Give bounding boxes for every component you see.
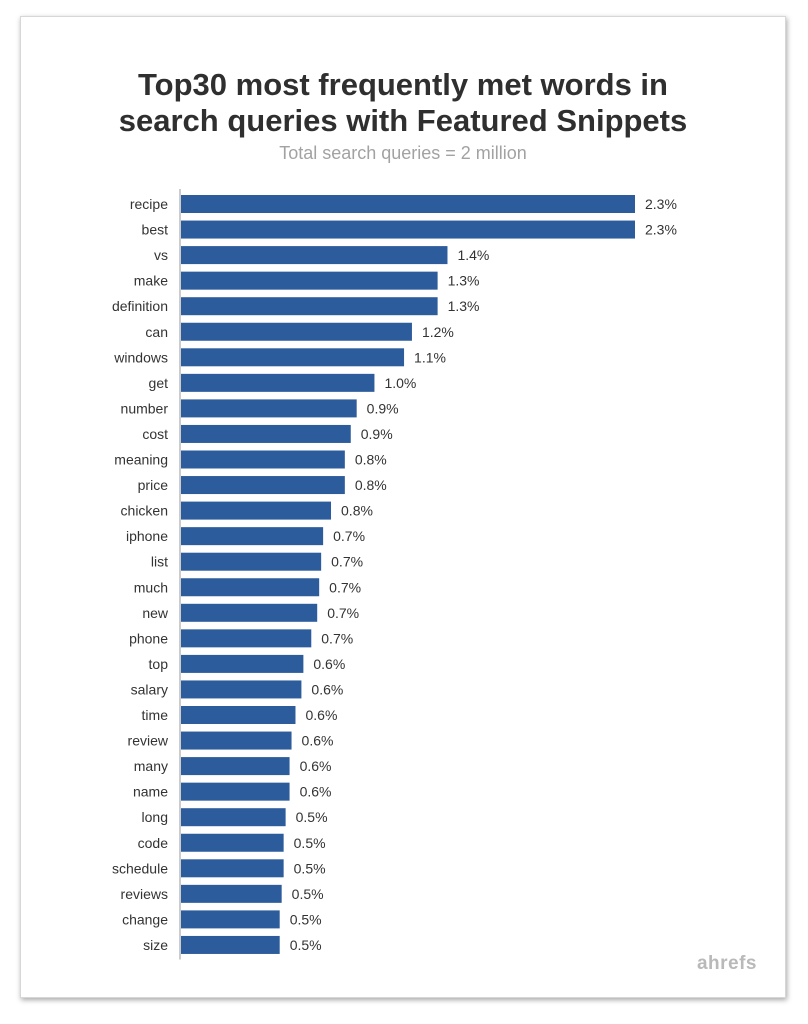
chart-title: Top30 most frequently met words in searc… (21, 67, 785, 139)
bar-windows (181, 348, 405, 367)
bar-change (181, 910, 280, 929)
bar-vs (181, 246, 448, 265)
value-label-size: 0.5% (290, 937, 322, 953)
category-label-chicken: chicken (121, 503, 168, 519)
ahrefs-logo: ahrefs (696, 953, 757, 974)
category-label-best: best (142, 222, 169, 238)
category-label-much: much (134, 579, 168, 595)
value-label-chicken: 0.8% (341, 503, 373, 519)
value-label-list: 0.7% (331, 554, 363, 570)
bar-code (181, 833, 284, 852)
category-label-cost: cost (142, 426, 168, 442)
value-label-price: 0.8% (355, 477, 387, 493)
bar-chart: recipe 2.3% best 2.3% vs 1.4% make 1.3% definiti… (112, 189, 677, 960)
bar-cost (181, 424, 351, 443)
category-label-long: long (142, 809, 168, 825)
value-label-salary: 0.6% (311, 681, 343, 697)
value-label-change: 0.5% (290, 911, 322, 927)
bar-reviews (181, 884, 282, 903)
value-label-windows: 1.1% (414, 349, 446, 365)
bar-top (181, 654, 304, 673)
bar-new (181, 603, 318, 622)
value-label-new: 0.7% (327, 605, 359, 621)
chart-card: Top30 most frequently met words in searc… (20, 16, 786, 998)
value-label-vs: 1.4% (457, 247, 489, 263)
value-label-time: 0.6% (305, 707, 337, 723)
category-label-windows: windows (113, 349, 168, 365)
category-label-new: new (142, 605, 169, 621)
bar-schedule (181, 859, 284, 878)
value-label-number: 0.9% (367, 400, 399, 416)
bar-name (181, 782, 290, 801)
value-label-code: 0.5% (294, 835, 326, 851)
value-label-review: 0.6% (302, 733, 334, 749)
value-label-can: 1.2% (422, 324, 454, 340)
value-label-make: 1.3% (448, 273, 480, 289)
category-label-list: list (151, 554, 168, 570)
category-label-can: can (145, 324, 168, 340)
value-label-iphone: 0.7% (333, 528, 365, 544)
value-label-recipe: 2.3% (645, 196, 677, 212)
bar-recipe (181, 195, 635, 213)
value-label-much: 0.7% (329, 579, 361, 595)
bar-iphone (181, 527, 324, 546)
value-label-many: 0.6% (300, 758, 332, 774)
value-label-cost: 0.9% (361, 426, 393, 442)
value-label-schedule: 0.5% (294, 860, 326, 876)
category-label-salary: salary (131, 681, 168, 697)
value-label-reviews: 0.5% (292, 886, 324, 902)
category-label-make: make (134, 273, 168, 289)
value-label-best: 2.3% (645, 222, 677, 238)
category-label-code: code (138, 835, 169, 851)
category-label-schedule: schedule (112, 860, 168, 876)
bar-make (181, 271, 438, 290)
bar-price (181, 476, 345, 495)
bar-number (181, 399, 357, 418)
category-label-size: size (143, 937, 168, 953)
bar-many (181, 757, 290, 776)
bar-salary (181, 680, 302, 699)
value-label-phone: 0.7% (321, 630, 353, 646)
bar-phone (181, 629, 312, 648)
bar-best (181, 220, 635, 239)
chart-subtitle: Total search queries = 2 million (279, 143, 527, 163)
value-label-top: 0.6% (313, 656, 345, 672)
bar-list (181, 552, 322, 571)
chart-title-line2: search queries with Featured Snippets (118, 103, 688, 138)
category-label-review: review (128, 733, 169, 749)
bar-long (181, 808, 286, 827)
category-label-name: name (133, 784, 168, 800)
category-label-meaning: meaning (114, 452, 168, 468)
category-label-definition: definition (112, 298, 168, 314)
bar-can (181, 322, 412, 341)
category-label-recipe: recipe (130, 196, 168, 212)
category-label-get: get (149, 375, 169, 391)
bar-much (181, 578, 320, 597)
category-label-vs: vs (154, 247, 168, 263)
bar-chicken (181, 501, 332, 520)
bar-size (181, 935, 280, 954)
category-label-many: many (134, 758, 168, 774)
category-label-number: number (121, 400, 169, 416)
value-label-get: 1.0% (384, 375, 416, 391)
value-label-long: 0.5% (296, 809, 328, 825)
value-label-definition: 1.3% (448, 298, 480, 314)
bar-time (181, 706, 296, 724)
category-label-phone: phone (129, 630, 168, 646)
category-label-change: change (122, 911, 168, 927)
category-label-top: top (149, 656, 169, 672)
category-label-time: time (142, 707, 169, 723)
chart-title-line1: Top30 most frequently met words in (138, 67, 668, 102)
category-label-price: price (138, 477, 169, 493)
bar-meaning (181, 450, 345, 469)
category-label-iphone: iphone (126, 528, 168, 544)
category-label-reviews: reviews (121, 886, 168, 902)
bar-get (181, 373, 375, 392)
value-label-meaning: 0.8% (355, 452, 387, 468)
value-label-name: 0.6% (300, 784, 332, 800)
bar-definition (181, 297, 438, 316)
bar-review (181, 731, 292, 750)
